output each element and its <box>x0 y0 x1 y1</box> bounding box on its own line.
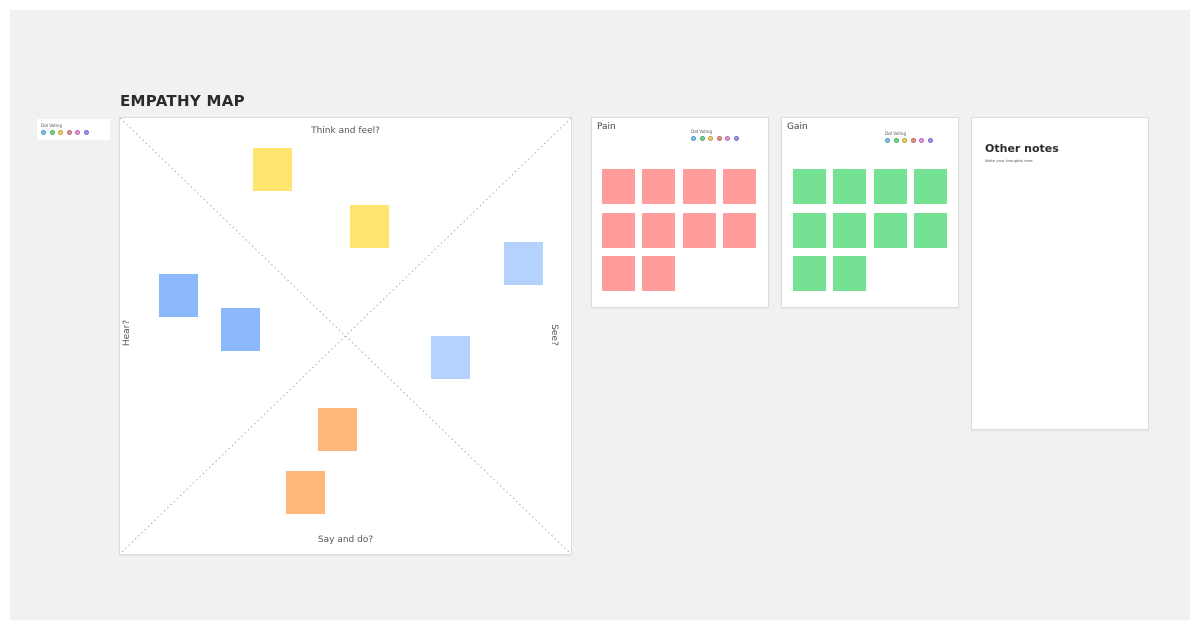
gain-title: Gain <box>787 122 808 132</box>
gain-dot-voting: Dot Voting <box>885 131 933 143</box>
vote-dot-blue[interactable] <box>691 136 696 141</box>
label-see: See? <box>548 324 559 346</box>
gain-sticky-grid <box>793 169 947 292</box>
pain-sticky-note[interactable] <box>722 169 756 204</box>
other-notes-frame[interactable]: Other notes Write your thoughts here <box>971 117 1149 430</box>
pain-sticky-note[interactable] <box>642 256 676 292</box>
pain-frame[interactable]: Pain Dot Voting <box>591 117 769 308</box>
vote-dot-pink[interactable] <box>725 136 731 141</box>
vote-dot-pink[interactable] <box>919 138 925 143</box>
sticky-note-think-and-feel[interactable] <box>253 148 292 191</box>
dot-voting: Dot Voting <box>41 123 89 135</box>
pain-title: Pain <box>597 122 616 132</box>
pain-sticky-note[interactable] <box>642 169 676 204</box>
dot-voting-label: Dot Voting <box>691 129 712 134</box>
sticky-note-hear[interactable] <box>221 308 260 351</box>
dot-voting-widget[interactable]: Dot Voting <box>37 119 110 140</box>
pain-sticky-note[interactable] <box>682 212 716 248</box>
label-say-and-do: Say and do? <box>317 535 374 545</box>
gain-sticky-note[interactable] <box>913 169 947 204</box>
gain-sticky-note[interactable] <box>833 212 867 248</box>
dot-voting-dots <box>691 136 739 141</box>
vote-dot-green[interactable] <box>699 136 705 141</box>
vote-dot-purple[interactable] <box>83 130 89 135</box>
sticky-note-think-and-feel[interactable] <box>350 205 389 248</box>
vote-dot-blue[interactable] <box>41 130 46 135</box>
quadrant-divider-lines <box>120 118 571 554</box>
vote-dot-green[interactable] <box>49 130 55 135</box>
vote-dot-pink[interactable] <box>75 130 81 135</box>
pain-sticky-note[interactable] <box>602 212 635 248</box>
gain-sticky-note[interactable] <box>913 212 947 248</box>
pain-dot-voting: Dot Voting <box>691 129 739 141</box>
gain-sticky-note[interactable] <box>793 169 826 204</box>
vote-dot-green[interactable] <box>893 138 899 143</box>
gain-sticky-note[interactable] <box>793 212 826 248</box>
pain-sticky-note[interactable] <box>602 256 635 292</box>
vote-dot-yellow[interactable] <box>902 138 908 143</box>
pain-sticky-note[interactable] <box>682 169 716 204</box>
pain-sticky-note[interactable] <box>602 169 635 204</box>
empathy-map-frame[interactable]: Think and feel? Hear? See? Say and do? <box>119 117 572 555</box>
vote-dot-red[interactable] <box>716 136 722 141</box>
sticky-note-see[interactable] <box>431 336 470 379</box>
label-hear: Hear? <box>122 319 133 347</box>
sticky-note-say-and-do[interactable] <box>318 408 357 451</box>
other-notes-subtitle: Write your thoughts here <box>985 158 1033 163</box>
gain-sticky-note[interactable] <box>833 256 867 292</box>
board-title: EMPATHY MAP <box>120 92 245 110</box>
gain-sticky-note[interactable] <box>793 256 826 292</box>
label-think-and-feel: Think and feel? <box>311 126 380 136</box>
vote-dot-yellow[interactable] <box>708 136 714 141</box>
sticky-note-see[interactable] <box>504 242 543 285</box>
gain-sticky-note[interactable] <box>873 169 907 204</box>
vote-dot-red[interactable] <box>66 130 72 135</box>
gain-sticky-note[interactable] <box>833 169 867 204</box>
dot-voting-dots <box>41 130 89 135</box>
dot-voting-label: Dot Voting <box>885 131 906 136</box>
other-notes-title: Other notes <box>985 142 1059 155</box>
sticky-note-hear[interactable] <box>159 274 198 317</box>
vote-dot-blue[interactable] <box>885 138 890 143</box>
dot-voting-label: Dot Voting <box>41 123 62 128</box>
pain-sticky-note[interactable] <box>722 212 756 248</box>
vote-dot-red[interactable] <box>910 138 916 143</box>
vote-dot-yellow[interactable] <box>58 130 64 135</box>
pain-sticky-grid <box>602 169 756 292</box>
sticky-note-say-and-do[interactable] <box>286 471 325 514</box>
pain-sticky-note[interactable] <box>642 212 676 248</box>
gain-frame[interactable]: Gain Dot Voting <box>781 117 959 308</box>
dot-voting-dots <box>885 138 933 143</box>
vote-dot-purple[interactable] <box>733 136 739 141</box>
vote-dot-purple[interactable] <box>927 138 933 143</box>
gain-sticky-note[interactable] <box>873 212 907 248</box>
